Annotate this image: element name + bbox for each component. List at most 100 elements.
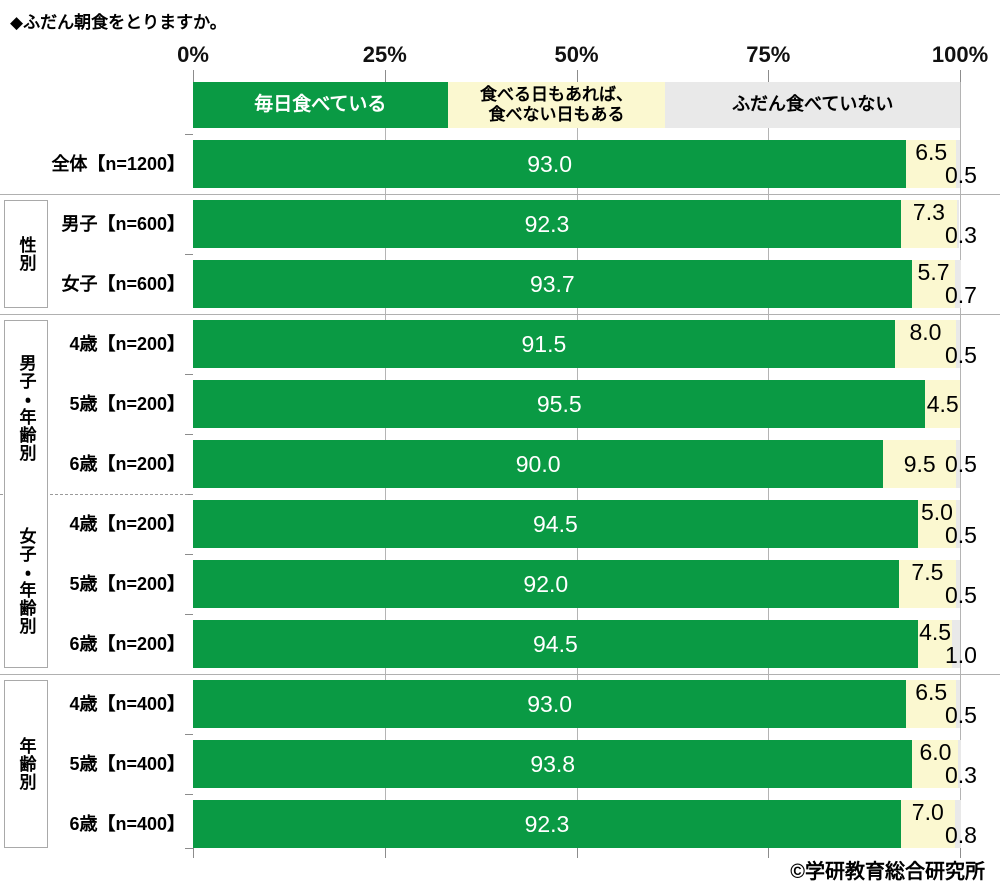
bar-segment-sometimes: [925, 380, 960, 428]
value-label-sometimes: 9.5: [903, 451, 936, 477]
bar-segment-sometimes: [911, 260, 956, 308]
bar-segment-daily: [193, 140, 907, 188]
group-separator-line: [0, 194, 1000, 195]
axis-tick-mark-bottom: [384, 848, 386, 858]
axis-tick-label: 100%: [931, 42, 989, 67]
legend-label-daily: 毎日食べている: [254, 93, 387, 115]
bar-row: 6歳【n=200】 90.0 9.5 0.5: [69, 440, 977, 488]
axis-tick-mark-bottom: [576, 848, 578, 858]
bar-segment-never: [958, 740, 961, 788]
gridline: [960, 82, 961, 848]
bar-segment-daily: [193, 800, 901, 848]
legend-swatch-sometimes: 食べる日もあれば、 食べない日もある: [447, 82, 666, 128]
bar-segment-daily: [193, 740, 913, 788]
value-label-daily: 92.3: [524, 211, 570, 237]
side-group-box: 性別: [4, 200, 48, 308]
bar-segment-sometimes: [900, 200, 957, 248]
bar-segment-sometimes: [883, 440, 957, 488]
bar-segment-sometimes: [917, 500, 957, 548]
value-label-never: 0.5: [945, 702, 977, 728]
row-tick-mark: [185, 794, 193, 795]
row-label: 全体【n=1200】: [51, 154, 185, 174]
bar-row: 4歳【n=400】 93.0 6.5 0.5: [69, 680, 977, 728]
value-label-never: 1.0: [945, 642, 977, 668]
value-label-daily: 93.8: [530, 751, 576, 777]
bar-row: 全体【n=1200】 93.0 6.5 0.5: [51, 139, 977, 188]
axis-tick-label: 0%: [177, 42, 209, 67]
bar-segment-sometimes: [894, 320, 957, 368]
value-label-never: 0.5: [945, 162, 977, 188]
legend: 毎日食べている 食べる日もあれば、 食べない日もある ふだん食べていない: [193, 82, 960, 128]
value-label-sometimes: 6.0: [919, 739, 952, 765]
bar-segment-daily: [193, 560, 899, 608]
axis-tick-mark-top: [576, 70, 578, 82]
row-label: 6歳【n=200】: [69, 454, 185, 474]
bar-segment-never: [952, 620, 960, 668]
value-label-sometimes: 6.5: [915, 139, 948, 165]
axis-tick-mark-top: [960, 70, 961, 82]
value-label-sometimes: 7.3: [912, 199, 945, 225]
legend-label-never: ふだん食べていない: [732, 94, 894, 115]
axis-tick-mark-bottom: [193, 848, 194, 858]
row-tick-mark: [185, 848, 193, 849]
value-label-sometimes: 7.5: [911, 559, 944, 585]
axis-tick-label: 75%: [746, 42, 791, 67]
row-label: 4歳【n=200】: [69, 334, 185, 354]
value-label-sometimes: 5.0: [920, 499, 953, 525]
group-label: 女子・年齢別: [16, 526, 36, 635]
row-tick-mark: [185, 614, 193, 615]
bar-segment-daily: [193, 380, 926, 428]
bar-segment-daily: [193, 320, 895, 368]
axis-tick-mark-bottom: [960, 848, 961, 858]
row-label: 5歳【n=400】: [69, 754, 185, 774]
value-label-daily: 95.5: [536, 391, 582, 417]
axis-tick-label: 25%: [362, 42, 407, 67]
value-label-daily: 93.0: [527, 151, 573, 177]
bar-row: 6歳【n=200】 94.5 4.5 1.0: [69, 620, 977, 668]
axis-tick-mark-top: [384, 70, 386, 82]
value-label-never: 0.3: [945, 762, 977, 788]
group-separator-line: [0, 674, 1000, 675]
bar-row: 5歳【n=200】 92.0 7.5 0.5: [69, 559, 977, 608]
bar-segment-sometimes: [906, 140, 957, 188]
row-tick-mark: [185, 374, 193, 375]
row-label: 5歳【n=200】: [69, 574, 185, 594]
value-label-sometimes: 4.5: [926, 391, 959, 417]
value-label-daily: 92.3: [524, 811, 570, 837]
bar-segment-never: [956, 200, 960, 248]
axis-tick-label: 50%: [554, 42, 599, 67]
value-label-daily: 92.0: [523, 571, 569, 597]
value-label-never: 0.3: [945, 222, 977, 248]
value-label-never: 0.5: [945, 582, 977, 608]
bar-segment-daily: [193, 620, 918, 668]
axis-tick-mark-top: [193, 70, 194, 82]
row-label: 4歳【n=400】: [69, 694, 185, 714]
value-label-daily: 93.0: [527, 691, 573, 717]
bar-segment-never: [956, 320, 960, 368]
value-label-never: 0.8: [945, 822, 977, 848]
value-label-never: 0.5: [945, 451, 977, 477]
legend-swatch-daily: 毎日食べている: [193, 82, 448, 128]
row-label: 6歳【n=200】: [69, 634, 185, 654]
group-separator-line: [0, 314, 1000, 315]
bar-row: 4歳【n=200】 94.5 5.0 0.5: [69, 499, 977, 548]
value-label-daily: 90.0: [515, 451, 561, 477]
bar-segment-sometimes: [912, 740, 959, 788]
value-label-daily: 94.5: [533, 631, 578, 657]
row-label: 男子【n=600】: [61, 214, 185, 234]
row-tick-mark: [185, 134, 193, 135]
bar-segment-never: [954, 800, 961, 848]
bar-row: 男子【n=600】 92.3 7.3 0.3: [61, 199, 977, 248]
axis-tick-mark-top: [768, 70, 770, 82]
value-label-sometimes: 8.0: [909, 319, 942, 345]
row-tick-mark: [185, 734, 193, 735]
value-label-never: 0.7: [945, 282, 977, 308]
bar-row: 5歳【n=400】 93.8 6.0 0.3: [69, 739, 977, 788]
value-label-never: 0.5: [945, 342, 977, 368]
row-tick-mark: [185, 434, 193, 435]
group-label: 年齢別: [16, 737, 36, 791]
value-label-never: 0.5: [945, 522, 977, 548]
bar-segment-daily: [193, 260, 912, 308]
row-tick-mark: [185, 554, 193, 555]
